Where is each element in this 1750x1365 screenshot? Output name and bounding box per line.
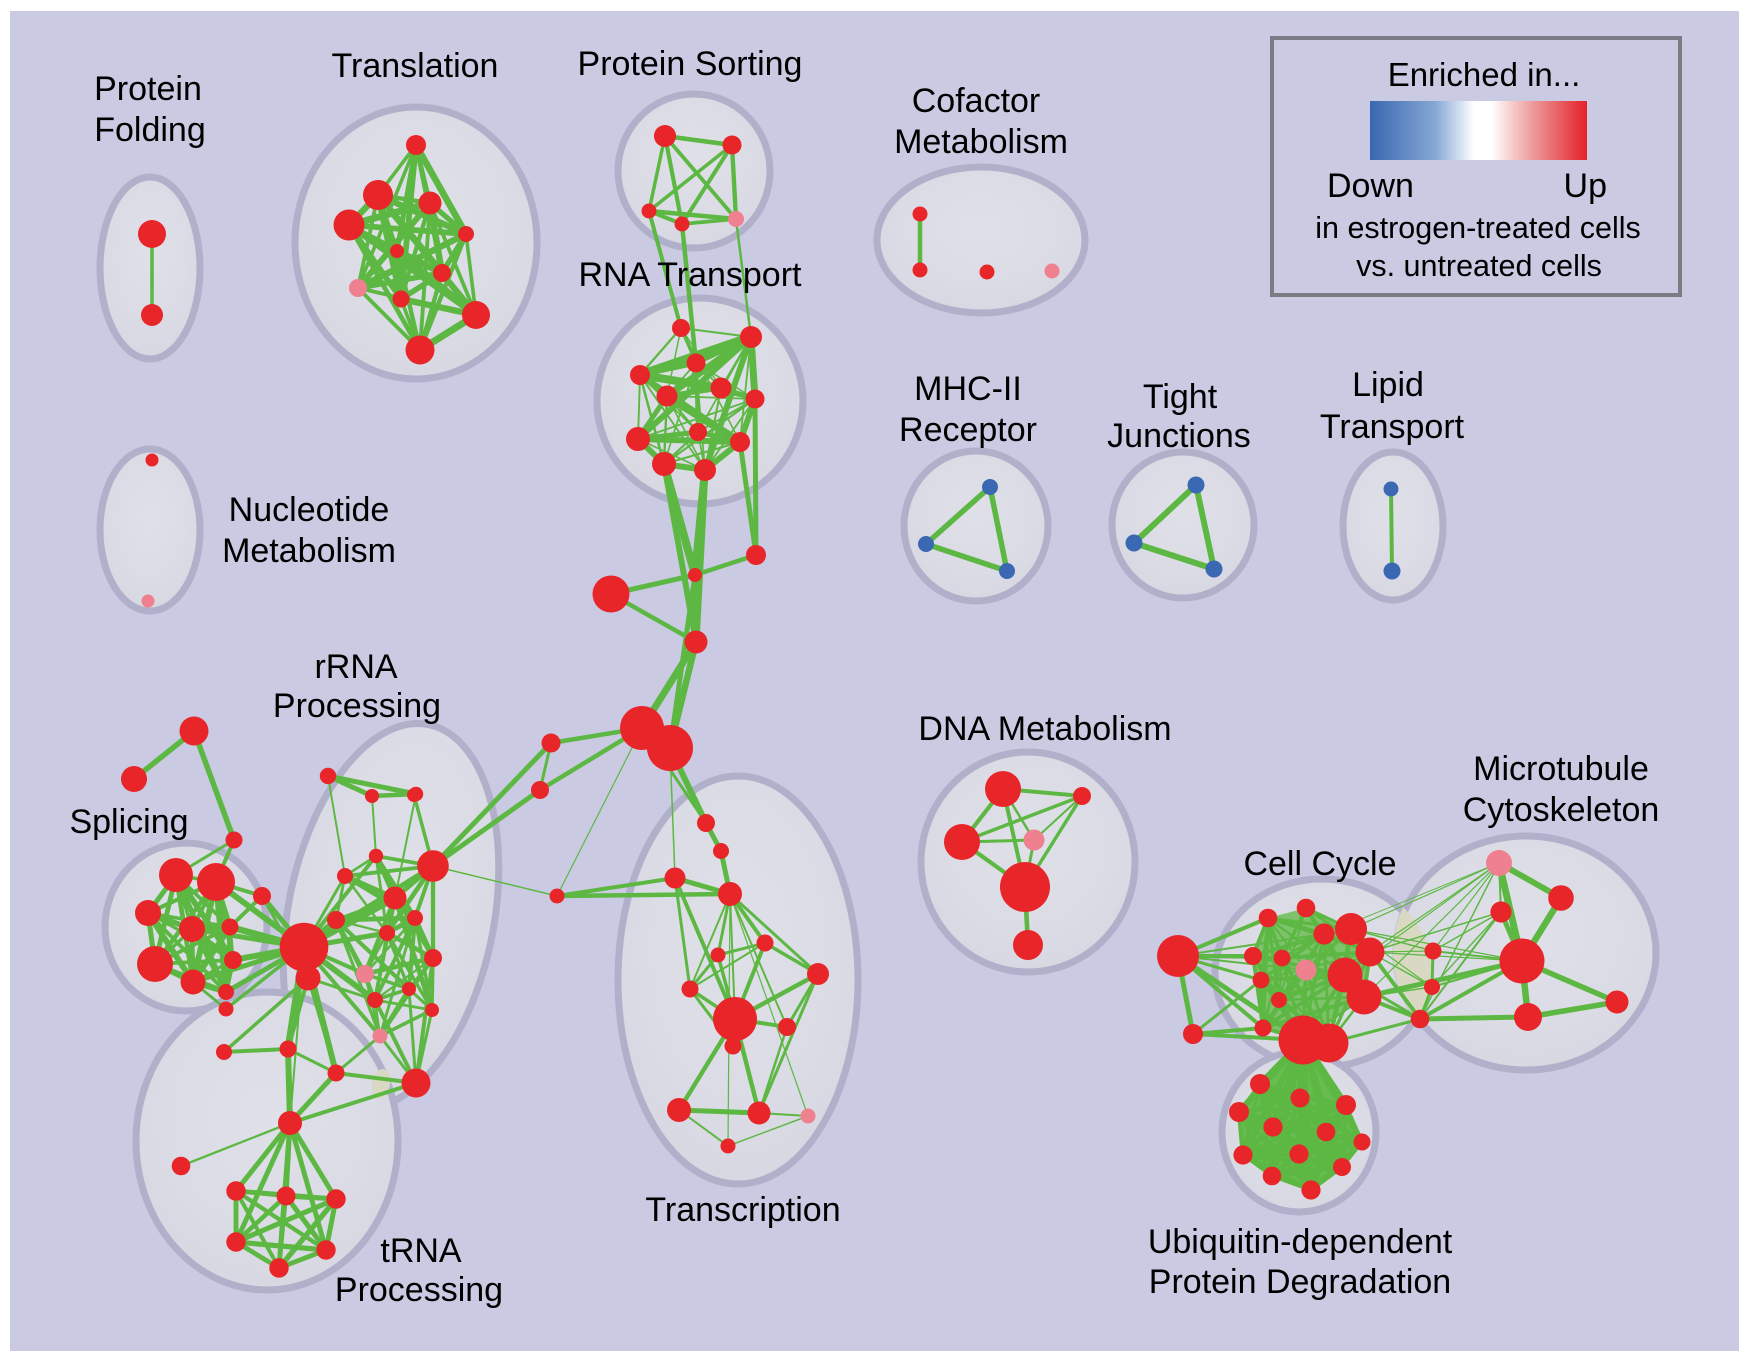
svg-text:DNA Metabolism: DNA Metabolism: [918, 710, 1171, 748]
svg-text:Processing: Processing: [335, 1271, 503, 1309]
svg-text:Up: Up: [1564, 167, 1607, 205]
svg-text:Protein Degradation: Protein Degradation: [1149, 1263, 1451, 1301]
svg-text:Folding: Folding: [94, 111, 206, 149]
svg-text:in estrogen-treated cells: in estrogen-treated cells: [1315, 211, 1641, 245]
svg-text:Translation: Translation: [332, 47, 499, 85]
svg-text:Processing: Processing: [273, 687, 441, 725]
svg-text:Cytoskeleton: Cytoskeleton: [1463, 791, 1660, 829]
svg-text:vs. untreated cells: vs. untreated cells: [1356, 249, 1602, 283]
svg-text:Down: Down: [1327, 167, 1414, 205]
svg-text:Ubiquitin-dependent: Ubiquitin-dependent: [1148, 1223, 1453, 1261]
svg-text:Lipid: Lipid: [1352, 366, 1424, 404]
svg-text:Metabolism: Metabolism: [894, 123, 1068, 161]
svg-text:Junctions: Junctions: [1107, 417, 1251, 455]
svg-text:Protein: Protein: [94, 70, 202, 108]
svg-text:Enriched in...: Enriched in...: [1388, 56, 1581, 93]
svg-text:Transport: Transport: [1320, 408, 1465, 446]
svg-text:rRNA: rRNA: [314, 648, 397, 686]
svg-text:Tight: Tight: [1143, 378, 1218, 416]
svg-text:Cofactor: Cofactor: [912, 82, 1041, 120]
svg-text:Transcription: Transcription: [645, 1191, 840, 1229]
svg-text:RNA Transport: RNA Transport: [579, 256, 803, 294]
svg-text:Cell Cycle: Cell Cycle: [1243, 845, 1396, 883]
svg-text:Protein Sorting: Protein Sorting: [578, 45, 803, 83]
svg-text:Nucleotide: Nucleotide: [229, 491, 390, 529]
svg-text:Splicing: Splicing: [69, 803, 188, 841]
svg-text:MHC-II: MHC-II: [914, 370, 1022, 408]
svg-text:tRNA: tRNA: [380, 1232, 462, 1270]
svg-text:Receptor: Receptor: [899, 411, 1037, 449]
svg-text:Metabolism: Metabolism: [222, 532, 396, 570]
svg-text:Microtubule: Microtubule: [1473, 750, 1649, 788]
